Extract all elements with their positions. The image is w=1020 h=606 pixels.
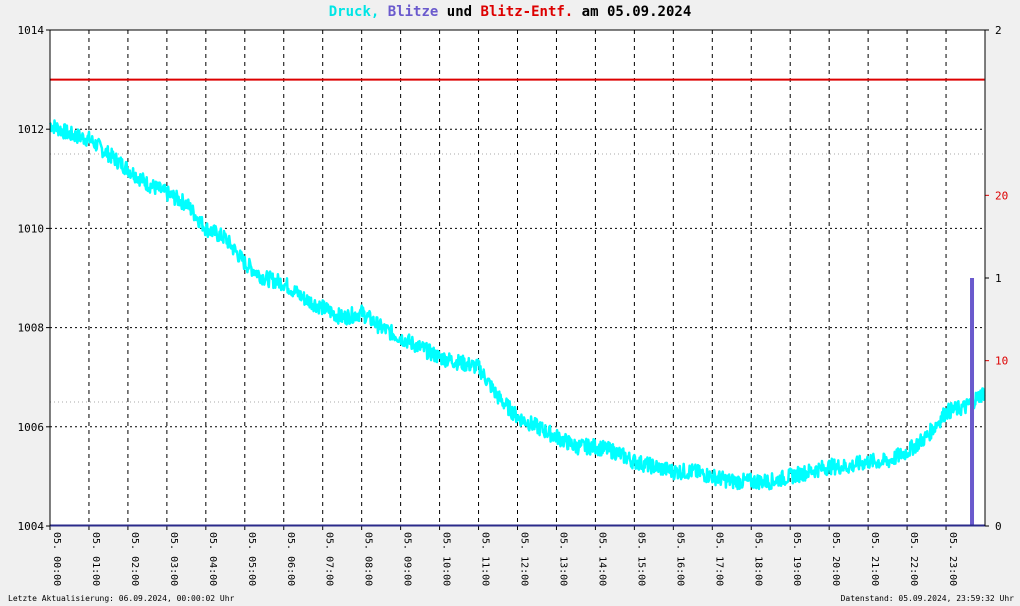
y-right-tick-label: 1: [995, 272, 1002, 285]
x-tick-label: 05. 07:00: [324, 532, 335, 586]
y-entf-tick-label: 10: [995, 355, 1008, 368]
x-tick-label: 05. 06:00: [285, 532, 296, 586]
y-left-tick-label: 1008: [18, 322, 45, 335]
x-tick-label: 05. 20:00: [830, 532, 841, 586]
x-tick-label: 05. 00:00: [51, 532, 62, 586]
x-tick-label: 05. 19:00: [791, 532, 802, 586]
title-druck: Druck,: [328, 4, 380, 20]
x-tick-label: 05. 23:00: [947, 532, 958, 586]
y-right-tick-label: 0: [995, 520, 1002, 533]
x-tick-label: 05. 09:00: [402, 532, 413, 586]
x-tick-label: 05. 05:00: [246, 532, 257, 586]
x-tick-label: 05. 03:00: [168, 532, 179, 586]
chart-title: Druck, Blitze und Blitz-Entf. am 05.09.2…: [0, 4, 1020, 20]
x-tick-label: 05. 14:00: [596, 532, 607, 586]
x-tick-label: 05. 04:00: [207, 532, 218, 586]
x-tick-label: 05. 22:00: [908, 532, 919, 586]
footer-last-update: Letzte Aktualisierung: 06.09.2024, 00:00…: [8, 594, 235, 603]
title-und: und: [446, 4, 473, 20]
x-tick-label: 05. 16:00: [674, 532, 685, 586]
x-tick-label: 05. 17:00: [713, 532, 724, 586]
x-tick-label: 05. 08:00: [363, 532, 374, 586]
x-tick-label: 05. 15:00: [635, 532, 646, 586]
y-entf-tick-label: 20: [995, 189, 1008, 202]
footer-data-status: Datenstand: 05.09.2024, 23:59:32 Uhr: [840, 594, 1014, 603]
x-tick-label: 05. 18:00: [752, 532, 763, 586]
title-date: am 05.09.2024: [581, 4, 692, 20]
y-left-tick-label: 1006: [18, 421, 45, 434]
x-tick-label: 05. 12:00: [519, 532, 530, 586]
x-tick-label: 05. 13:00: [557, 532, 568, 586]
bar-blitze: [970, 278, 975, 526]
y-left-tick-label: 1010: [18, 222, 45, 235]
x-tick-label: 05. 10:00: [441, 532, 452, 586]
y-left-tick-label: 1014: [18, 24, 45, 37]
y-right-tick-label: 2: [995, 24, 1002, 37]
series-druck: [48, 119, 986, 491]
title-entf: Blitz-Entf.: [480, 4, 574, 20]
x-tick-label: 05. 21:00: [869, 532, 880, 586]
title-blitze: Blitze: [387, 4, 439, 20]
x-tick-label: 05. 01:00: [90, 532, 101, 586]
y-left-tick-label: 1004: [18, 520, 45, 533]
x-tick-label: 05. 11:00: [480, 532, 491, 586]
y-left-tick-label: 1012: [18, 123, 45, 136]
x-tick-label: 05. 02:00: [129, 532, 140, 586]
